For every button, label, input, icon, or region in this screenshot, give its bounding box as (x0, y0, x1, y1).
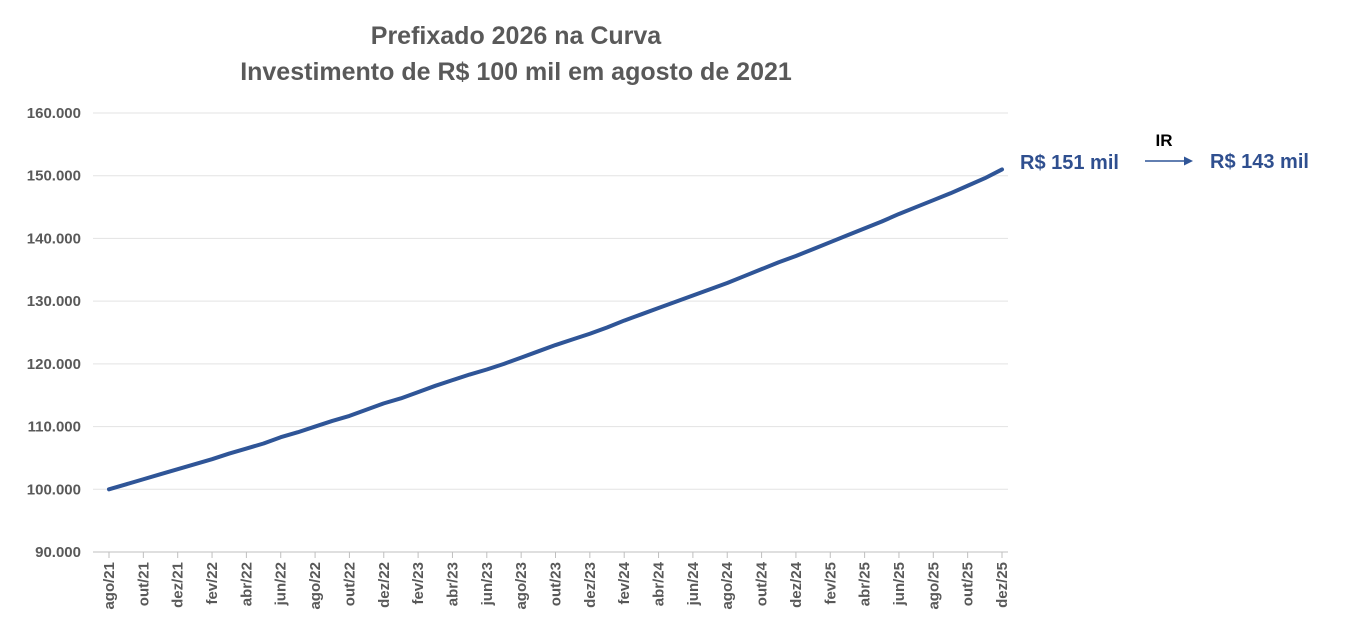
x-tick-label: dez/24 (788, 561, 805, 608)
x-tick-label: out/23 (548, 562, 565, 606)
annotations: R$ 151 mil IR R$ 143 mil (1020, 131, 1309, 174)
ir-label: IR (1156, 131, 1173, 150)
x-tick-label: abr/24 (651, 561, 668, 606)
x-tick-label: ago/22 (307, 562, 324, 610)
x-tick-label: abr/23 (444, 562, 461, 606)
x-tick-label: jun/22 (273, 562, 290, 606)
ir-arrow (1145, 156, 1193, 166)
x-tick-label: dez/25 (994, 562, 1011, 608)
x-tick-label: ago/23 (513, 562, 530, 610)
x-tick-label: ago/25 (925, 562, 942, 610)
x-tick-label: ago/21 (101, 562, 118, 610)
x-tick-label: fev/25 (822, 562, 839, 605)
x-tick-label: dez/21 (170, 562, 187, 608)
after-tax-value-label: R$ 143 mil (1210, 151, 1309, 173)
x-tick-label: jun/23 (479, 562, 496, 606)
y-tick-label: 110.000 (28, 419, 81, 436)
y-tick-label: 100.000 (27, 481, 81, 498)
x-tick-label: ago/24 (719, 561, 736, 609)
y-axis-ticks: 90.000 100.000 110.000 120.000 130.000 140.00… (27, 105, 81, 561)
end-value-label: R$ 151 mil (1020, 152, 1119, 174)
y-tick-label: 130.000 (27, 293, 81, 310)
series-group (107, 167, 1004, 492)
x-tick-label: fev/22 (204, 562, 221, 605)
y-tick-label: 140.000 (27, 230, 81, 247)
x-tick-label: out/25 (960, 562, 977, 606)
y-tick-label: 120.000 (27, 356, 81, 373)
x-tick-label: fev/24 (616, 561, 633, 604)
x-tick-label: abr/22 (238, 562, 255, 606)
x-tick-label: jun/24 (685, 561, 702, 606)
chart-title: Prefixado 2026 na Curva (371, 22, 663, 50)
x-tick-label: dez/22 (376, 562, 393, 608)
y-tick-label: 160.000 (27, 105, 81, 122)
gridlines (93, 112, 1008, 553)
x-axis-ticks: ago/21 out/21 dez/21 fev/22 abr/22 jun/22 ago/… (101, 552, 1011, 610)
x-tick-label: dez/23 (582, 562, 599, 608)
series-line-0 (107, 167, 1004, 492)
x-tick-label: jun/25 (891, 562, 908, 606)
chart-subtitle: Investimento de R$ 100 mil em agosto de … (240, 58, 792, 86)
y-tick-label: 150.000 (27, 168, 81, 185)
y-tick-label: 90.000 (35, 544, 81, 561)
x-tick-label: abr/25 (857, 562, 874, 606)
x-tick-label: out/24 (754, 561, 771, 606)
x-tick-label: out/22 (341, 562, 358, 606)
x-tick-label: out/21 (135, 562, 152, 606)
x-tick-label: fev/23 (410, 562, 427, 605)
